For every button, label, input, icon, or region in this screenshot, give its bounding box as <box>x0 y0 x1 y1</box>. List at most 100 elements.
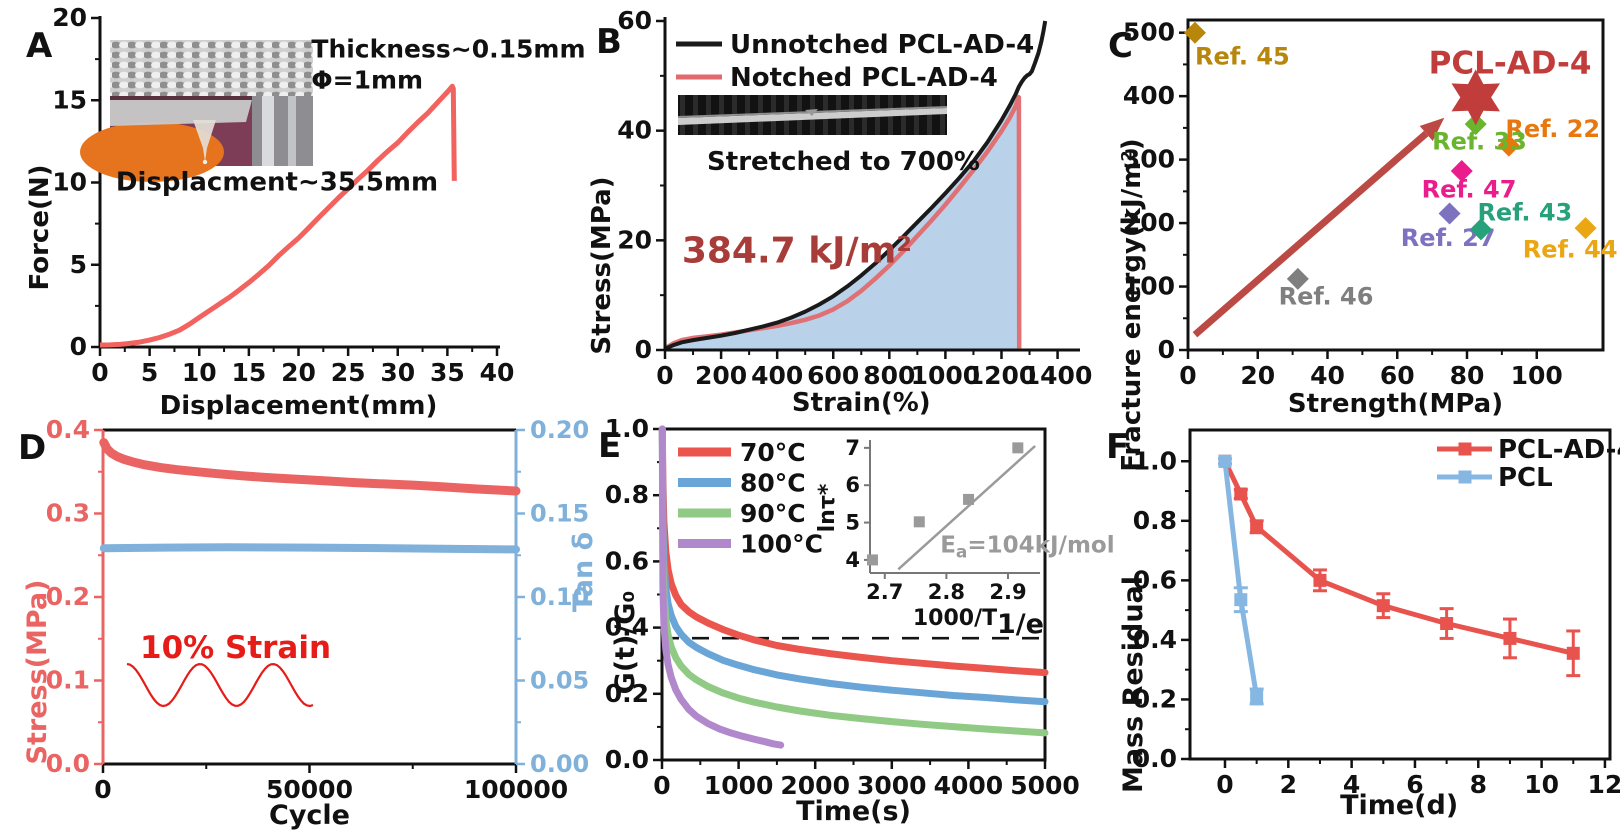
data-marker-0 <box>1566 646 1580 660</box>
y-axis-label: Mass Residual <box>1118 576 1149 793</box>
coil-texture <box>110 40 313 96</box>
panel-f: F 0 2 4 6 8 10 12 0.0 0.2 0.4 0.6 0.8 1.0 Time(d) Mass … <box>1106 427 1620 821</box>
inset-y-tick-label: 6 <box>845 473 860 497</box>
x-tick-label: 6 <box>1406 770 1423 799</box>
tan-delta-band <box>99 543 520 554</box>
ref-point-Ref27 <box>1438 202 1461 225</box>
x-tick-label: 600 <box>807 361 859 390</box>
ref-point-Ref45 <box>1183 21 1206 44</box>
pcl-ad-4-star <box>1451 69 1500 126</box>
x-tick-label: 200 <box>695 361 747 390</box>
data-marker-1 <box>1218 454 1232 468</box>
x-tick-label: 0 <box>653 771 670 800</box>
ref-point-Ref47 <box>1450 160 1473 183</box>
y-tick-label: 100 <box>1123 272 1175 301</box>
x-axis-label: Strain(%) <box>792 388 931 418</box>
data-marker-0 <box>1440 617 1454 631</box>
stress-band <box>99 438 521 496</box>
y-axis-label: Force(N) <box>25 165 55 291</box>
y2-tick-label: 0.15 <box>530 500 589 528</box>
plot-box <box>1188 428 1612 761</box>
y-axis-label: Fracture energy(kJ/m²) <box>1117 138 1147 471</box>
activation-energy-label: Ea=104kJ/mol <box>940 532 1114 562</box>
x-tick-label: 1400 <box>1023 361 1093 390</box>
panel-c: C 0 20 40 60 80 100 0 100 200 300 400 500 Strength(MP… <box>1108 18 1618 472</box>
pcl-ad-4-label: PCL-AD-4 <box>1429 45 1592 81</box>
trend-arrow-shaft <box>1192 130 1429 338</box>
panel-letter: E <box>598 426 621 466</box>
data-marker-0 <box>1376 599 1390 613</box>
y-tick-label: 0.8 <box>1133 506 1177 535</box>
y2-tick-label: 0.05 <box>530 667 589 695</box>
steel-cylinder <box>252 96 313 166</box>
legend-label: 90°C <box>740 499 806 528</box>
trend-arrow-head <box>1419 117 1445 142</box>
ref-point-Ref44 <box>1574 217 1597 240</box>
ref-label-7: Ref. 33 <box>1432 127 1527 155</box>
legend-label: 100°C <box>740 530 823 559</box>
y-tick-label: 0.6 <box>1133 565 1177 594</box>
y2-tick-label: 0.20 <box>530 416 589 444</box>
ref-label-4: Ref. 44 <box>1523 235 1618 263</box>
x-axis-label: Time(d) <box>1340 790 1458 821</box>
printing-nozzle-photo <box>80 40 313 182</box>
x-tick-label: 35 <box>430 358 465 387</box>
y-tick-label: 0.4 <box>605 613 649 642</box>
x-tick-label: 100 <box>1511 361 1563 390</box>
data-marker-0 <box>1503 631 1517 645</box>
dark-band <box>110 96 313 103</box>
y-tick-label: 1.0 <box>1133 446 1177 475</box>
panel-a: A 0 5 10 15 20 25 30 35 40 0 5 10 15 20 Displacement(mm… <box>25 3 586 421</box>
y-tick-label: 0 <box>635 335 652 364</box>
ref-label-0: Ref. 45 <box>1195 42 1290 70</box>
data-marker-0 <box>1250 520 1264 534</box>
x-tick-label: 0 <box>1216 770 1233 799</box>
filament-drip <box>202 159 208 165</box>
x-tick-label: 80 <box>1450 361 1485 390</box>
cylinder-highlight <box>262 96 274 166</box>
legend-f: PCL-AD-4PCL <box>1437 435 1620 493</box>
panel-letter: F <box>1106 427 1129 467</box>
inset-y-axis-label: lnτ* <box>815 483 840 532</box>
y-tick-label: 0 <box>70 332 87 361</box>
y-tick-label: 0.0 <box>605 745 649 774</box>
x-tick-label: 50000 <box>266 775 353 804</box>
x-tick-label: 10 <box>1524 770 1559 799</box>
y-tick-label: 0.2 <box>1133 684 1177 713</box>
x-tick-label: 20 <box>281 358 316 387</box>
panel-letter: D <box>18 428 46 468</box>
panel-letter: A <box>26 26 53 66</box>
legend-marker <box>1458 442 1472 456</box>
x-tick-label: 20 <box>1240 361 1275 390</box>
legend-label: Unnotched PCL-AD-4 <box>730 30 1034 60</box>
legend-label: 70°C <box>740 438 806 467</box>
relaxation-curve-3 <box>658 425 785 749</box>
y-axis-label-right: Tan δ <box>568 532 599 612</box>
y-tick-label: 20 <box>52 3 87 32</box>
orange-part <box>80 122 224 182</box>
x-tick-label: 0 <box>91 358 108 387</box>
x-tick-label: 2 <box>1280 770 1297 799</box>
build-plate <box>110 100 252 126</box>
data-marker-1 <box>1234 593 1248 607</box>
y-tick-label: 0.4 <box>1133 625 1177 654</box>
y-tick-label: 300 <box>1123 145 1175 174</box>
panel-d: D 0 50000 100000 0.0 0.1 0.2 0.3 0.4 0.00 0.05 0.10… <box>18 415 599 831</box>
y-tick-label: 0.4 <box>46 415 90 444</box>
y-axis-label: Stress(MPa) <box>587 176 617 354</box>
legend-label: Notched PCL-AD-4 <box>730 63 998 93</box>
annotation-a-2: Displacment~35.5mm <box>116 168 438 198</box>
x-tick-label: 10 <box>182 358 217 387</box>
plot-box <box>1186 18 1605 352</box>
x-tick-label: 1200 <box>967 361 1037 390</box>
y-tick-label: 1.0 <box>605 414 649 443</box>
x-tick-label: 5000 <box>1010 771 1080 800</box>
x-tick-label: 60 <box>1380 361 1415 390</box>
inset-y-tick-label: 5 <box>845 511 860 535</box>
panel-e: E 0 1000 2000 3000 4000 5000 0.0 0.2 0.4 0.6 0.8 1.0… <box>598 414 1115 827</box>
x-axis-label: Strength(MPa) <box>1288 389 1503 419</box>
x-tick-label: 30 <box>380 358 415 387</box>
x-tick-label: 40 <box>1310 361 1345 390</box>
x-tick-label: 15 <box>231 358 266 387</box>
